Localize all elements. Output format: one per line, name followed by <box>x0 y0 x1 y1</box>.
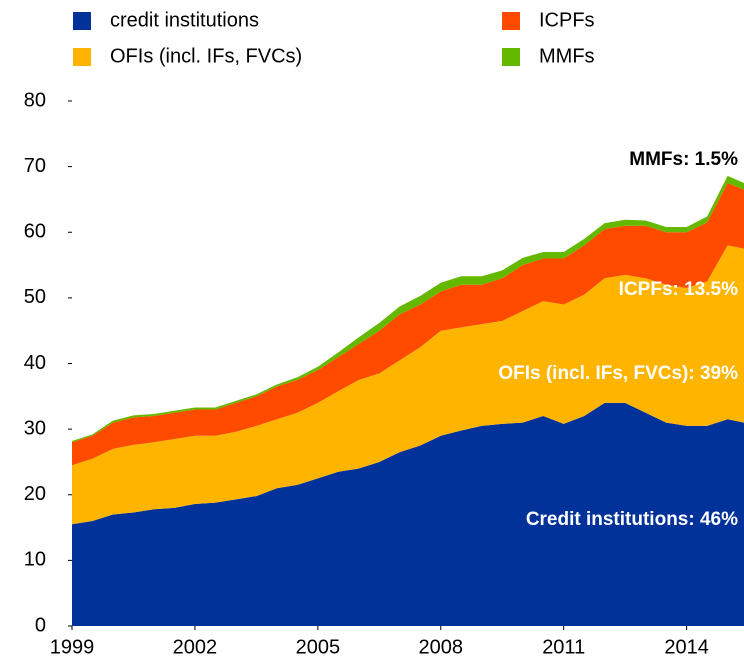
legend-label: credit institutions <box>110 9 259 31</box>
x-tick-label: 2002 <box>173 636 218 658</box>
area <box>72 402 744 626</box>
legend-label: MMFs <box>539 45 595 67</box>
x-tick-label: 2005 <box>296 636 341 658</box>
legend-label: ICPFs <box>539 9 595 31</box>
annotation: Credit institutions: 46% <box>526 509 738 530</box>
annotation: OFIs (incl. IFs, FVCs): 39% <box>498 363 738 384</box>
area <box>72 183 744 466</box>
legend-swatch <box>502 12 520 30</box>
legend-swatch <box>73 48 91 66</box>
y-tick-label: 30 <box>24 417 46 439</box>
area <box>72 175 744 443</box>
y-tick-label: 80 <box>24 89 46 111</box>
y-tick-label: 10 <box>24 549 46 571</box>
y-tick-label: 70 <box>24 155 46 177</box>
annotation: ICPFs: 13.5% <box>619 279 738 300</box>
plot-area <box>72 175 744 626</box>
y-tick-label: 20 <box>24 483 46 505</box>
x-tick-label: 2011 <box>542 636 585 658</box>
legend-label: OFIs (incl. IFs, FVCs) <box>110 45 302 67</box>
x-tick-label: 2014 <box>664 636 709 658</box>
y-tick-label: 60 <box>24 221 46 243</box>
y-tick-label: 40 <box>24 352 46 374</box>
y-tick-label: 50 <box>24 286 46 308</box>
annotation: MMFs: 1.5% <box>629 149 738 170</box>
legend-swatch <box>502 48 520 66</box>
x-tick-label: 2008 <box>419 636 464 658</box>
y-tick-label: 0 <box>35 614 46 636</box>
legend-swatch <box>73 12 91 30</box>
x-tick-label: 1999 <box>50 636 95 658</box>
area <box>72 245 744 525</box>
